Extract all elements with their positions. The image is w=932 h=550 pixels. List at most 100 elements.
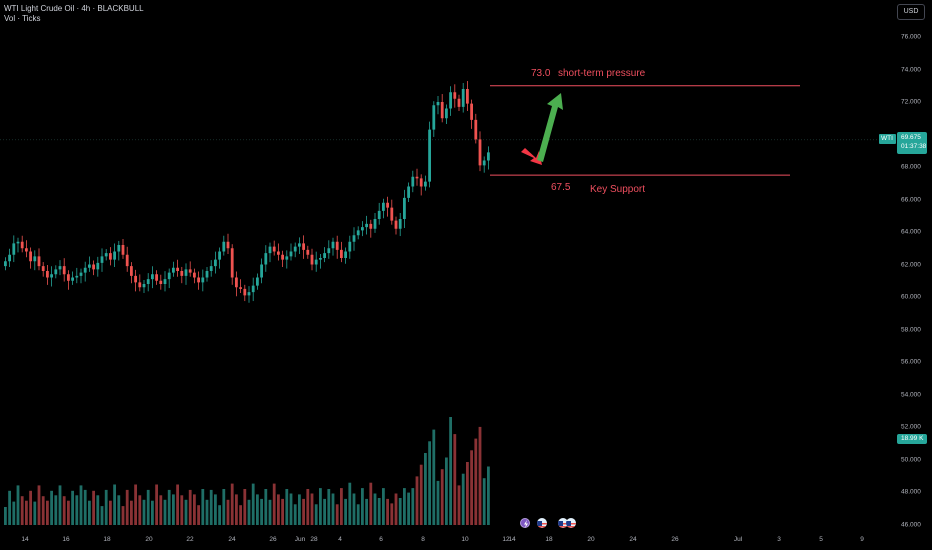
volume-bar (348, 482, 352, 525)
candle-body (172, 267, 175, 273)
candle-body (117, 245, 121, 252)
volume-bar (382, 488, 385, 525)
us-flag-event-icon[interactable] (537, 518, 547, 528)
price-axis-label: 52.000 (901, 423, 921, 431)
candle-body (226, 241, 230, 249)
volume-bar (424, 453, 427, 525)
time-axis-label: 10 (461, 536, 469, 543)
candle-body (281, 254, 284, 260)
volume-bar (356, 504, 360, 525)
lightning-event-icon[interactable] (520, 518, 530, 528)
candle-body (125, 254, 129, 267)
candle-body (470, 103, 473, 120)
volume-bar (214, 494, 217, 525)
time-axis-label: 26 (269, 536, 277, 543)
time-axis-label: 22 (186, 536, 194, 543)
support-text-label: Key Support (590, 184, 646, 195)
candle-body (382, 202, 385, 211)
price-axis-label: 46.000 (901, 521, 921, 528)
volume-bar (193, 494, 196, 525)
volume-bar (407, 492, 410, 525)
candle-body (163, 279, 167, 284)
volume-bar (361, 488, 364, 525)
candle-body (8, 254, 11, 262)
volume-bar (104, 489, 108, 525)
us-flag-event-icon[interactable] (566, 518, 576, 528)
candle-body (50, 274, 53, 278)
volume-bar (415, 476, 419, 525)
volume-bar (432, 429, 436, 525)
volume-value: 18.99 K (901, 435, 924, 442)
candle-body (134, 275, 137, 283)
candle-body (377, 210, 381, 219)
volume-bar (306, 489, 310, 525)
volume-bar (394, 493, 398, 525)
volume-bar (188, 489, 192, 525)
candle-body (235, 277, 238, 288)
volume-bar (88, 500, 91, 525)
volume-bar (335, 504, 339, 525)
volume-bar (323, 498, 326, 525)
us-flag-event-icon[interactable] (558, 518, 568, 528)
candle-body (41, 266, 45, 271)
candle-body (155, 274, 158, 281)
candle-countdown: 01:37:38 (901, 143, 927, 150)
volume-bar (184, 499, 188, 525)
volume-bar (134, 484, 137, 525)
volume-bar (151, 500, 154, 525)
candle-body (230, 248, 234, 278)
volume-bar (285, 489, 289, 525)
volume-bar (46, 500, 49, 525)
candle-body (25, 248, 28, 252)
volume-bar (264, 489, 268, 525)
volume-bar (319, 488, 322, 525)
time-axis-label: 16 (62, 536, 70, 543)
volume-bar (411, 488, 415, 525)
candle-body (432, 105, 436, 130)
volume-bar (163, 499, 167, 525)
price-axis-label: 74.000 (901, 66, 921, 73)
currency-button[interactable]: USD (897, 4, 925, 20)
volume-bar (96, 495, 100, 525)
candle-body (361, 227, 364, 231)
volume-bar (4, 507, 7, 525)
volume-bar (466, 462, 469, 525)
volume-bar (33, 501, 37, 525)
candle-body (180, 271, 184, 276)
volume-bar (176, 484, 179, 525)
volume-bar (398, 498, 402, 525)
candle-body (256, 277, 259, 286)
chart-title[interactable]: WTI Light Crude Oil · 4h · BLACKBULL (4, 4, 144, 13)
volume-indicator-label[interactable]: Vol · Ticks (4, 14, 41, 23)
candle-body (340, 249, 343, 258)
candle-body (201, 277, 205, 283)
volume-bar (142, 499, 146, 525)
candle-body (193, 272, 196, 278)
candle-body (403, 197, 406, 219)
candle-body (260, 264, 263, 278)
candle-body (67, 274, 70, 281)
volume-bar (205, 499, 209, 525)
volume-bar (54, 495, 58, 525)
volume-bar (67, 500, 70, 525)
volume-bar (243, 489, 247, 525)
candle-body (327, 248, 331, 254)
volume-bar (340, 488, 343, 525)
volume-bar (281, 498, 284, 525)
volume-bar (146, 489, 150, 525)
volume-bar (482, 478, 486, 525)
time-axis-label: Jun (294, 536, 306, 543)
candle-body (285, 256, 289, 260)
candle-body (407, 186, 410, 198)
candle-body (306, 249, 310, 255)
volume-bar (453, 434, 457, 525)
time-axis-label: 14 (508, 536, 516, 543)
candle-body (151, 274, 154, 280)
volume-bar (428, 441, 431, 525)
candle-body (335, 241, 339, 250)
volume-bar (436, 480, 440, 525)
candle-body (302, 243, 305, 250)
time-axis-label: 9 (860, 536, 864, 543)
candle-body (96, 262, 100, 270)
